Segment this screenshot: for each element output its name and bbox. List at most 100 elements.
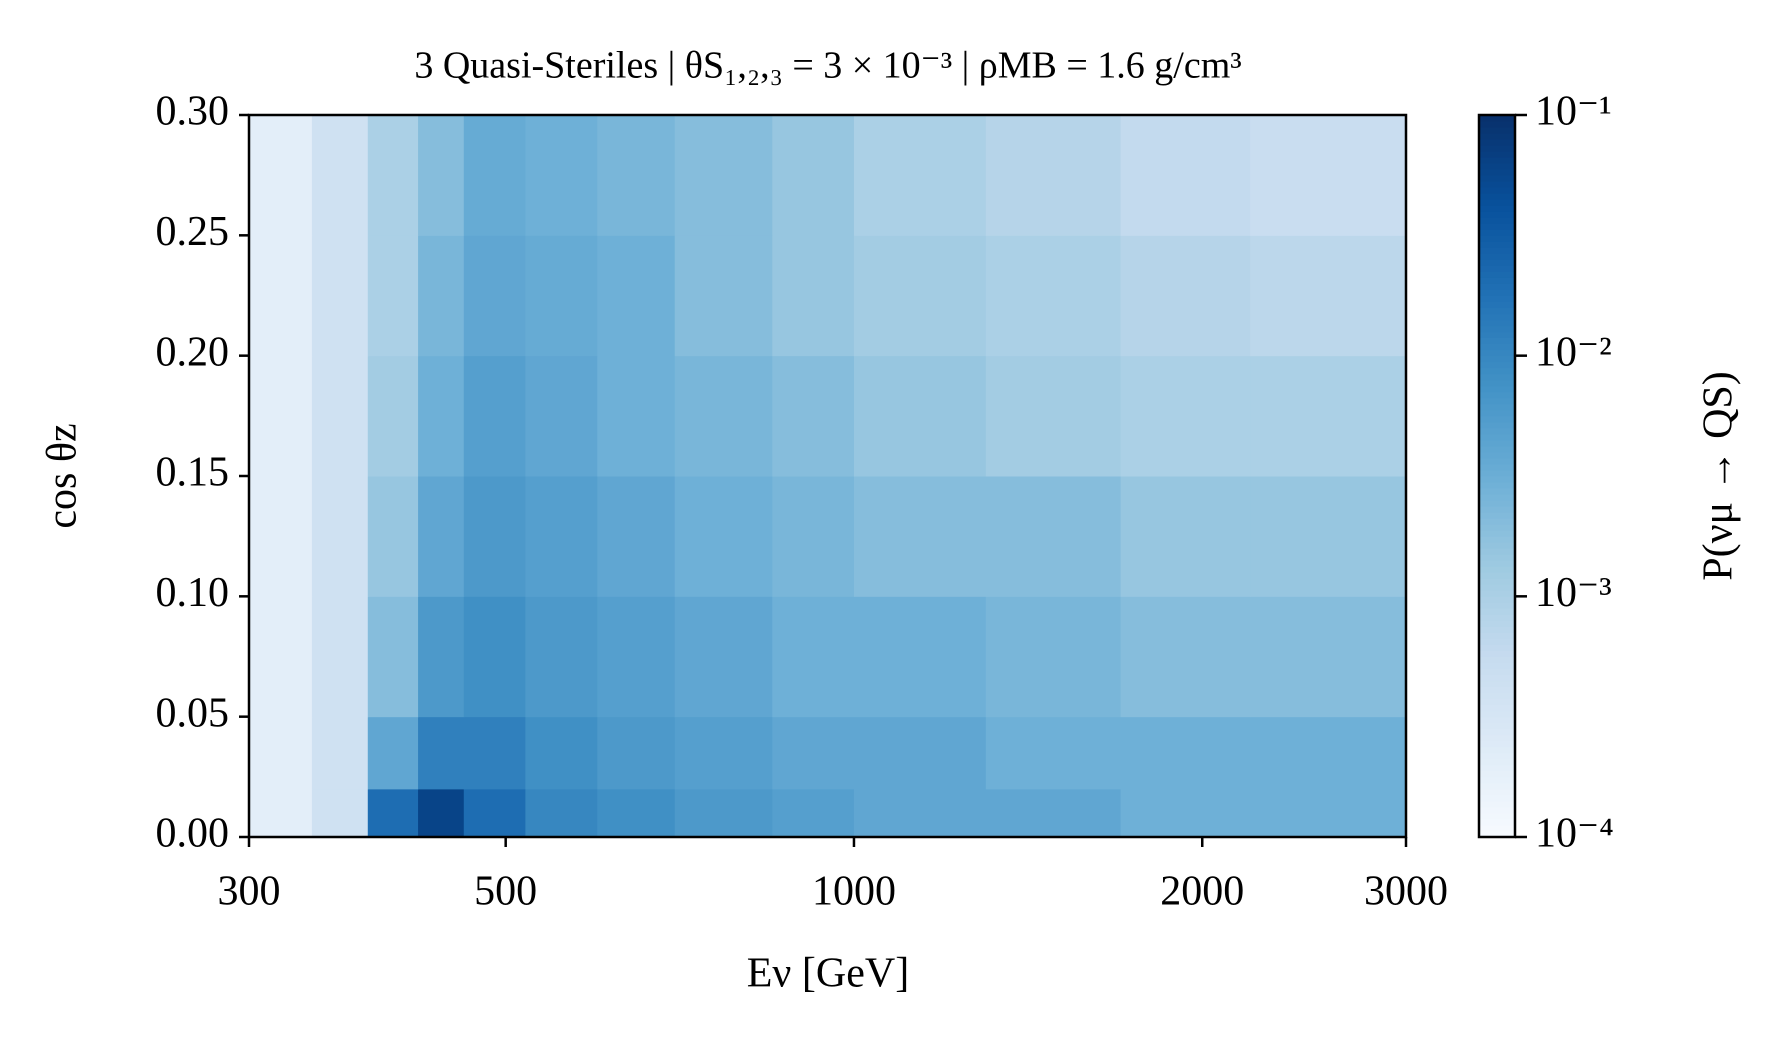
heatmap-cell xyxy=(311,596,369,718)
heatmap-cell xyxy=(985,788,1122,838)
heatmap-cell xyxy=(249,788,313,838)
heatmap-cell xyxy=(525,788,598,838)
heatmap xyxy=(249,115,1407,838)
heatmap-cell xyxy=(674,235,773,357)
heatmap-cell xyxy=(418,476,465,597)
heatmap-cell xyxy=(1250,716,1407,790)
heatmap-cell xyxy=(853,115,987,236)
heatmap-cell xyxy=(674,476,773,597)
heatmap-cell xyxy=(1120,476,1251,597)
heatmap-cell xyxy=(985,476,1122,597)
heatmap-cell xyxy=(249,716,313,790)
heatmap-cell xyxy=(367,476,419,597)
heatmap-cell xyxy=(1250,476,1407,597)
heatmap-cell xyxy=(418,716,465,790)
heatmap-cell xyxy=(597,235,676,357)
heatmap-cell xyxy=(1250,355,1407,477)
heatmap-cell xyxy=(463,235,526,357)
heatmap-cell xyxy=(463,115,526,236)
heatmap-cell xyxy=(367,788,419,838)
heatmap-cell xyxy=(249,115,313,236)
heatmap-cell xyxy=(1120,716,1251,790)
colorbar-tick-label: 10⁻⁴ xyxy=(1535,811,1614,857)
heatmap-cell xyxy=(367,716,419,790)
heatmap-cell xyxy=(674,115,773,236)
heatmap-cell xyxy=(772,716,855,790)
heatmap-cell xyxy=(249,596,313,718)
heatmap-cell xyxy=(1250,596,1407,718)
heatmap-cell xyxy=(1120,235,1251,357)
heatmap-cell xyxy=(311,355,369,477)
heatmap-cell xyxy=(597,355,676,477)
heatmap-cell xyxy=(985,355,1122,477)
x-tick-label: 500 xyxy=(474,869,537,915)
heatmap-cell xyxy=(249,355,313,477)
heatmap-cell xyxy=(463,716,526,790)
heatmap-cell xyxy=(311,476,369,597)
heatmap-cell xyxy=(853,596,987,718)
heatmap-cell xyxy=(597,115,676,236)
heatmap-cell xyxy=(1250,115,1407,236)
heatmap-cell xyxy=(463,476,526,597)
heatmap-cell xyxy=(1120,355,1251,477)
y-tick-label: 0.10 xyxy=(156,570,230,616)
y-tick-label: 0.05 xyxy=(156,690,230,736)
y-tick-label: 0.00 xyxy=(156,811,230,857)
heatmap-cell xyxy=(985,716,1122,790)
heatmap-cell xyxy=(853,235,987,357)
heatmap-cell xyxy=(463,596,526,718)
heatmap-cell xyxy=(772,788,855,838)
heatmap-cell xyxy=(463,788,526,838)
heatmap-cell xyxy=(1120,115,1251,236)
heatmap-cell xyxy=(249,476,313,597)
heatmap-cell xyxy=(674,788,773,838)
heatmap-cell xyxy=(597,716,676,790)
heatmap-cell xyxy=(1120,788,1251,838)
heatmap-cell xyxy=(311,716,369,790)
heatmap-cell xyxy=(674,716,773,790)
heatmap-cell xyxy=(597,788,676,838)
heatmap-cell xyxy=(853,716,987,790)
heatmap-cell xyxy=(525,716,598,790)
heatmap-cell xyxy=(772,355,855,477)
heatmap-cell xyxy=(367,355,419,477)
heatmap-cell xyxy=(1250,788,1407,838)
y-tick-label: 0.20 xyxy=(156,329,230,375)
heatmap-cell xyxy=(853,355,987,477)
y-tick-label: 0.25 xyxy=(156,209,230,255)
heatmap-cell xyxy=(853,788,987,838)
heatmap-cell xyxy=(853,476,987,597)
heatmap-cell xyxy=(525,476,598,597)
colorbar xyxy=(1479,115,1515,838)
heatmap-cell xyxy=(367,115,419,236)
heatmap-cell xyxy=(525,596,598,718)
colorbar-label: P(νμ → QS) xyxy=(1696,371,1742,581)
heatmap-cell xyxy=(525,235,598,357)
y-axis-label: cos θz xyxy=(40,423,86,528)
heatmap-cell xyxy=(772,235,855,357)
heatmap-cell xyxy=(249,235,313,357)
heatmap-cell xyxy=(772,115,855,236)
heatmap-cell xyxy=(418,788,465,838)
heatmap-cell xyxy=(597,596,676,718)
x-axis-label: Eν [GeV] xyxy=(747,951,909,997)
heatmap-cell xyxy=(985,596,1122,718)
colorbar-tick-label: 10⁻¹ xyxy=(1535,89,1612,135)
heatmap-cell xyxy=(985,115,1122,236)
x-tick-label: 300 xyxy=(218,869,281,915)
heatmap-cell xyxy=(772,476,855,597)
heatmap-cell xyxy=(418,115,465,236)
heatmap-cell xyxy=(418,355,465,477)
x-tick-label: 2000 xyxy=(1160,869,1244,915)
heatmap-cell xyxy=(367,235,419,357)
heatmap-cell xyxy=(1250,235,1407,357)
heatmap-cell xyxy=(311,235,369,357)
heatmap-cell xyxy=(525,355,598,477)
heatmap-cell xyxy=(311,788,369,838)
x-tick-label: 3000 xyxy=(1364,869,1448,915)
colorbar-tick-label: 10⁻³ xyxy=(1535,570,1612,616)
heatmap-cell xyxy=(674,355,773,477)
heatmap-cell xyxy=(674,596,773,718)
